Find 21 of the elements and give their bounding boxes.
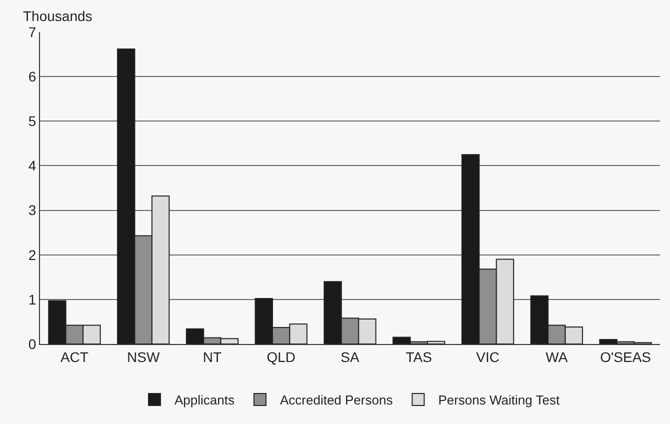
x-tick-label: VIC [476, 348, 500, 365]
y-tick-label: 3 [28, 202, 36, 218]
y-tick-label: 0 [28, 336, 36, 352]
legend-label: Accredited Persons [280, 392, 394, 408]
y-tick-label: 7 [28, 24, 36, 40]
x-tick-label: NT [202, 348, 222, 365]
y-tick-label: 2 [28, 246, 36, 263]
x-tick-label: QLD [266, 348, 296, 365]
x-tick-label: O'SEAS [600, 348, 652, 365]
x-tick-label: NSW [126, 348, 160, 365]
x-tick-label: TAS [406, 348, 432, 365]
legend-label: Persons Waiting Test [438, 392, 560, 408]
y-axis-title: Thousands [23, 8, 92, 24]
x-tick-label: SA [340, 348, 360, 365]
y-tick-label: 1 [28, 291, 36, 308]
x-tick-label: WA [546, 348, 568, 365]
y-tick-label: 4 [28, 158, 36, 174]
y-tick-label: 6 [28, 68, 36, 84]
legend-label: Applicants [174, 392, 235, 408]
y-tick-label: 5 [28, 113, 36, 130]
x-tick-label: ACT [60, 348, 89, 365]
